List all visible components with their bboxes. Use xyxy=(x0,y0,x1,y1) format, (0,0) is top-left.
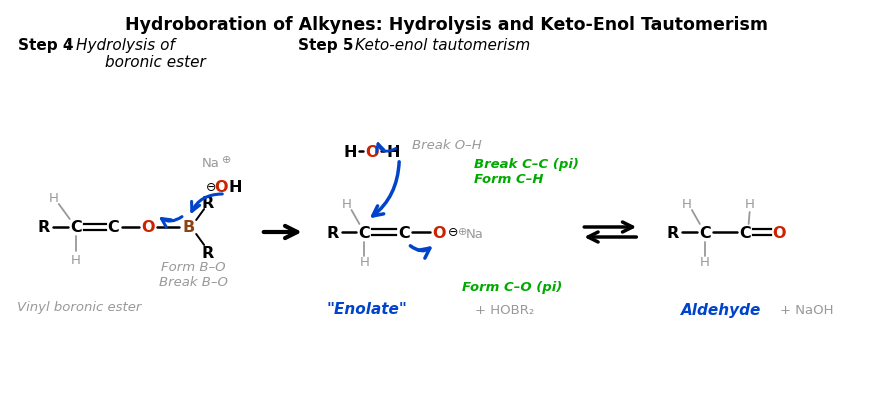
Text: H: H xyxy=(342,198,352,211)
Text: Hydroboration of Alkynes: Hydrolysis and Keto-Enol Tautomerism: Hydroboration of Alkynes: Hydrolysis and… xyxy=(124,16,767,34)
Text: H: H xyxy=(745,198,755,211)
Text: ⊖: ⊖ xyxy=(206,180,217,193)
Text: Break O–H: Break O–H xyxy=(412,138,482,151)
Text: Na: Na xyxy=(466,228,484,241)
Text: H: H xyxy=(228,179,242,194)
Text: Break C–C (pi)
Form C–H: Break C–C (pi) Form C–H xyxy=(474,158,579,185)
Text: Form B–O
Break B–O: Form B–O Break B–O xyxy=(159,260,227,288)
Text: O: O xyxy=(142,220,155,235)
Text: Na: Na xyxy=(202,156,220,169)
Text: C: C xyxy=(70,220,82,235)
Text: O: O xyxy=(773,225,786,240)
Text: : Hydrolysis of
        boronic ester: : Hydrolysis of boronic ester xyxy=(66,38,205,70)
Text: Step 4: Step 4 xyxy=(18,38,74,53)
Text: R: R xyxy=(667,225,679,240)
Text: H: H xyxy=(71,253,81,266)
Text: Form C–O (pi): Form C–O (pi) xyxy=(462,281,562,294)
Text: O: O xyxy=(214,179,228,194)
Text: H: H xyxy=(682,198,692,211)
Text: "Enolate": "Enolate" xyxy=(327,302,408,317)
Text: H: H xyxy=(344,144,357,159)
Text: O: O xyxy=(366,144,379,159)
Text: Step 5: Step 5 xyxy=(297,38,353,53)
Text: + NaOH: + NaOH xyxy=(781,303,834,316)
Text: C: C xyxy=(739,225,750,240)
Text: H: H xyxy=(700,256,710,269)
Text: R: R xyxy=(38,220,50,235)
Text: : Keto-enol tautomerism: : Keto-enol tautomerism xyxy=(345,38,531,53)
Text: R: R xyxy=(201,195,213,210)
Text: B: B xyxy=(182,220,194,235)
Text: C: C xyxy=(107,220,119,235)
Text: C: C xyxy=(699,225,710,240)
Text: + HOBR₂: + HOBR₂ xyxy=(475,303,535,316)
Text: Aldehyde: Aldehyde xyxy=(680,302,761,317)
Text: Vinyl boronic ester: Vinyl boronic ester xyxy=(17,301,141,314)
Text: H: H xyxy=(49,191,59,204)
Text: C: C xyxy=(399,225,410,240)
Text: H: H xyxy=(360,256,369,269)
Text: ⊕: ⊕ xyxy=(458,226,468,237)
Text: R: R xyxy=(327,225,338,240)
Text: O: O xyxy=(432,225,446,240)
Text: ⊖: ⊖ xyxy=(448,225,458,238)
Text: R: R xyxy=(201,245,213,260)
Text: ⊕: ⊕ xyxy=(222,155,232,164)
Text: H: H xyxy=(386,144,400,159)
Text: C: C xyxy=(359,225,370,240)
